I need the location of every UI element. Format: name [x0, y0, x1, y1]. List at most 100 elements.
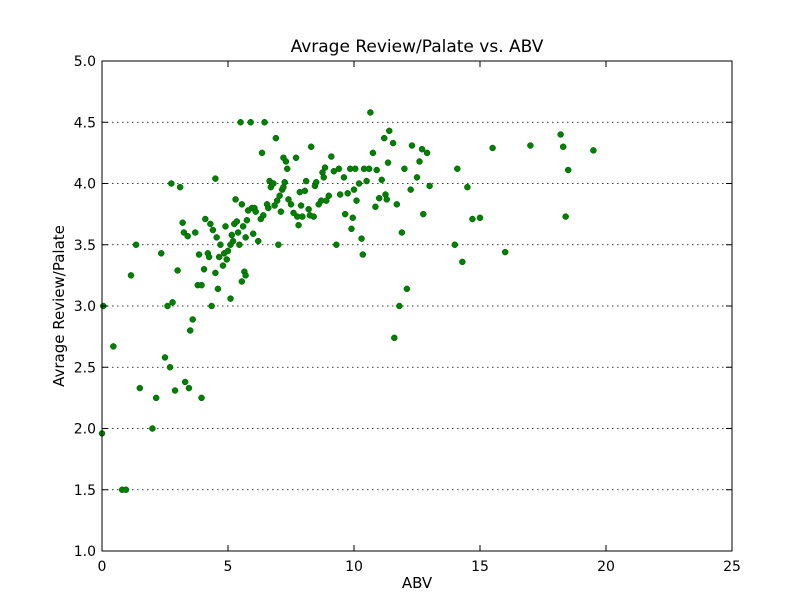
data-point — [213, 234, 220, 241]
data-point — [352, 165, 359, 173]
data-point — [401, 165, 408, 173]
data-point — [212, 269, 219, 277]
data-point — [295, 221, 302, 229]
data-point — [292, 154, 300, 162]
data-point — [169, 299, 176, 306]
data-point — [191, 229, 199, 236]
data-point — [149, 425, 156, 432]
data-point — [299, 213, 306, 220]
data-point — [283, 165, 291, 173]
data-point — [185, 384, 193, 392]
data-point — [489, 144, 496, 152]
data-point — [365, 165, 373, 173]
data-point — [270, 180, 277, 187]
data-point — [166, 364, 174, 371]
data-point — [418, 145, 426, 153]
data-point — [349, 214, 356, 222]
data-point — [200, 266, 208, 273]
data-point — [252, 208, 259, 215]
data-point — [403, 285, 411, 293]
data-point — [310, 213, 317, 220]
data-point — [358, 235, 365, 242]
data-point — [281, 179, 288, 186]
data-point — [171, 387, 179, 394]
y-tick-labels: 1.0 1.5 2.0 2.5 3.0 3.5 4.0 4.5 5.0 — [74, 54, 96, 560]
x-tick-label: 15 — [471, 559, 489, 575]
data-point — [176, 183, 184, 191]
data-point — [501, 248, 509, 256]
data-point — [233, 218, 241, 225]
y-tick-label: 3.0 — [74, 299, 96, 315]
data-point — [564, 166, 572, 174]
data-point — [195, 251, 203, 258]
data-point — [224, 247, 232, 255]
data-point — [229, 237, 237, 245]
y-tick-label: 1.0 — [74, 544, 96, 560]
x-tick-label: 0 — [98, 559, 107, 575]
data-point — [208, 302, 215, 310]
data-point — [232, 196, 239, 203]
data-point — [391, 334, 398, 342]
data-point — [389, 139, 397, 147]
data-point — [247, 119, 254, 126]
data-point — [359, 251, 367, 258]
data-point — [136, 384, 144, 392]
data-point — [557, 131, 564, 138]
data-point — [214, 285, 222, 293]
data-point — [215, 253, 223, 261]
data-point — [198, 281, 205, 289]
chart-title: Avrage Review/Palate vs. ABV — [291, 37, 544, 57]
data-point — [161, 354, 169, 361]
data-point — [223, 256, 230, 263]
data-points — [98, 109, 597, 493]
data-point — [325, 192, 333, 199]
data-point — [384, 159, 392, 166]
data-point — [261, 119, 268, 126]
data-point — [249, 230, 257, 237]
data-point — [333, 241, 340, 248]
data-point — [335, 165, 343, 173]
data-point — [168, 180, 175, 187]
grid-lines — [102, 121, 732, 491]
data-point — [297, 202, 305, 209]
data-point — [202, 215, 209, 223]
data-point — [363, 177, 370, 185]
data-point — [212, 175, 219, 182]
data-point — [282, 158, 290, 165]
data-point — [189, 316, 196, 323]
data-point — [396, 302, 403, 310]
data-point — [181, 378, 189, 386]
data-point — [238, 201, 246, 208]
axis-ticks — [101, 60, 733, 552]
data-point — [254, 237, 262, 245]
x-tick-label: 25 — [723, 559, 741, 575]
data-point — [179, 219, 186, 226]
data-point — [341, 210, 349, 218]
y-tick-label: 2.5 — [74, 360, 96, 376]
data-point — [527, 142, 534, 149]
y-axis-label: Avrage Review/Palate — [50, 225, 68, 387]
data-point — [369, 149, 377, 157]
data-point — [122, 486, 130, 493]
data-point — [198, 394, 205, 402]
data-point — [152, 394, 160, 402]
data-point — [228, 231, 236, 239]
data-point — [420, 210, 427, 218]
data-point — [174, 267, 181, 274]
data-point — [239, 223, 247, 230]
data-point — [454, 165, 461, 173]
data-point — [348, 225, 355, 233]
data-point — [260, 212, 267, 219]
data-point — [375, 194, 383, 202]
x-tick-labels: 0 5 10 15 20 25 — [98, 559, 741, 575]
data-point — [277, 208, 285, 215]
data-point — [312, 179, 320, 186]
data-point — [559, 143, 567, 150]
data-point — [238, 278, 246, 285]
data-point — [217, 241, 224, 248]
data-point — [237, 119, 244, 126]
data-point — [378, 176, 385, 184]
data-point — [127, 272, 135, 279]
data-point — [336, 191, 344, 198]
